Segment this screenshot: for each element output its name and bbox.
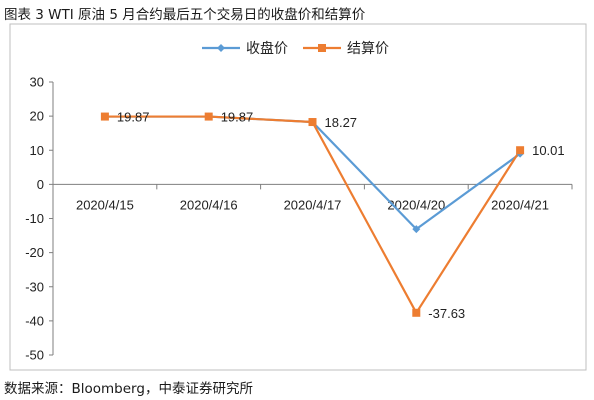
y-tick-label: -30 [25, 279, 44, 294]
settle-price-point [516, 146, 525, 155]
data-label: -37.63 [428, 306, 465, 321]
x-tick-label: 2020/4/16 [180, 197, 238, 212]
x-axis: 2020/4/15 2020/4/16 2020/4/17 2020/4/20 2020… [52, 183, 573, 212]
legend-label-settle: 结算价 [347, 40, 389, 56]
y-tick-label: -40 [25, 313, 44, 328]
y-axis: 30 20 10 0 -10 -20 -30 -40 -50 [25, 75, 54, 363]
x-tick-label: 2020/4/15 [76, 197, 134, 212]
y-tick-label: 30 [30, 75, 44, 90]
settle-price-point [308, 118, 317, 127]
legend-marker [217, 44, 225, 52]
settle-price-point [412, 308, 421, 317]
data-label: 19.87 [117, 110, 150, 125]
figure-title: 图表 3 WTI 原油 5 月合约最后五个交易日的收盘价和结算价 [4, 7, 366, 23]
x-tick-label: 2020/4/21 [491, 197, 549, 212]
series-layer [100, 112, 525, 317]
data-label: 10.01 [532, 143, 565, 158]
y-tick-label: 10 [30, 143, 44, 158]
settle-price-point [100, 112, 109, 121]
y-tick-label: -10 [25, 211, 44, 226]
data-source-note: 数据来源：Bloomberg，中泰证券研究所 [4, 381, 253, 397]
chart-legend: 收盘价 结算价 [202, 40, 389, 56]
legend-label-close: 收盘价 [246, 40, 288, 56]
legend-marker [318, 44, 326, 52]
y-tick-label: -50 [25, 348, 44, 363]
x-tick-label: 2020/4/17 [284, 197, 342, 212]
settle-price-point [204, 112, 213, 121]
data-labels: 19.87 19.87 18.27 -37.63 10.01 [117, 110, 565, 321]
y-tick-label: 0 [37, 177, 44, 192]
y-tick-label: -20 [25, 245, 44, 260]
close-price-point [412, 225, 421, 234]
data-label: 19.87 [221, 110, 254, 125]
data-label: 18.27 [325, 115, 358, 130]
x-tick-label: 2020/4/20 [387, 197, 445, 212]
y-tick-label: 20 [30, 109, 44, 124]
